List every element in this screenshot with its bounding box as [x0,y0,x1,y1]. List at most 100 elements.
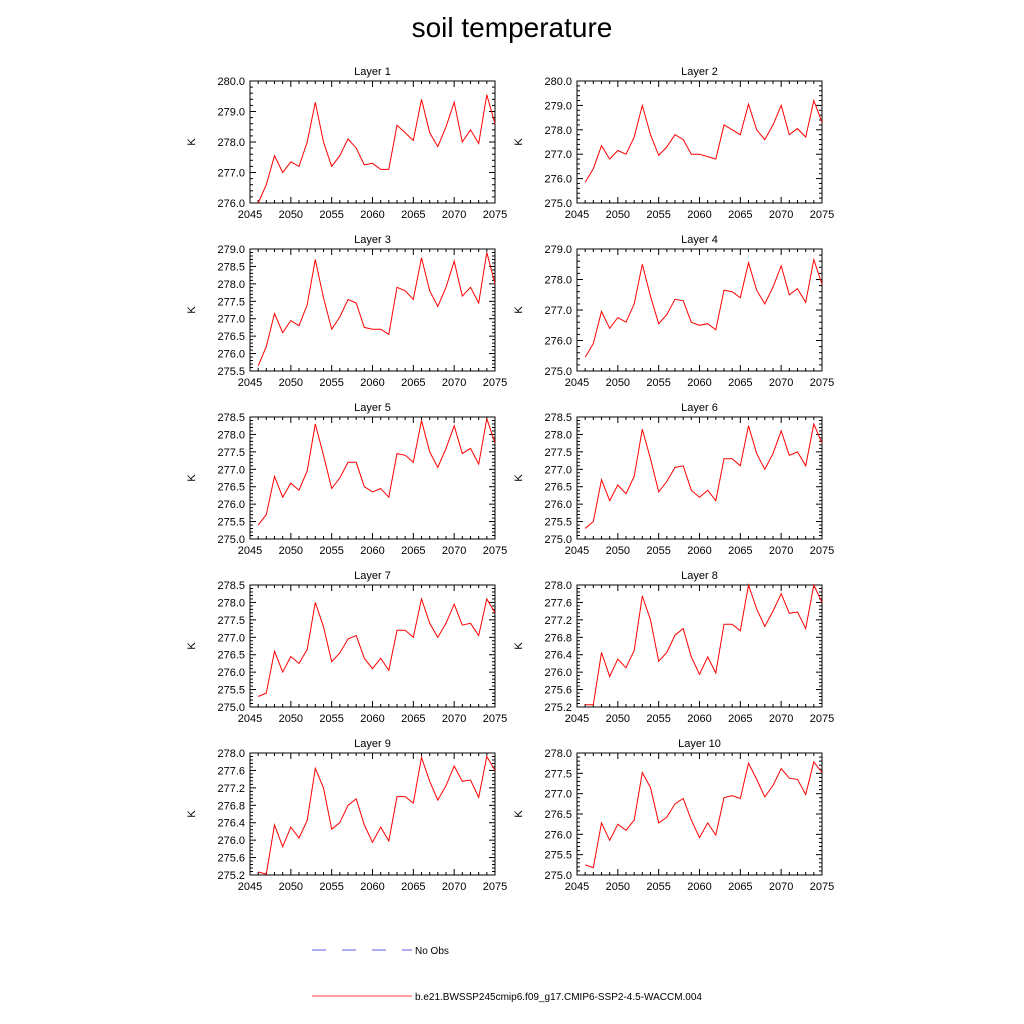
x-tick-label: 2050 [279,209,303,221]
panel-title: Layer 4 [681,234,718,246]
x-tick-label: 2070 [769,881,793,893]
x-tick-label: 2075 [483,209,507,221]
y-tick-label: 278.0 [544,125,572,137]
plot-frame [576,416,823,540]
x-tick-label: 2050 [606,713,630,725]
x-tick-label: 2065 [401,713,425,725]
y-tick-label: 277.0 [217,464,245,476]
y-tick-label: 278.0 [217,429,245,441]
x-tick-label: 2065 [728,545,752,557]
x-tick-label: 2045 [238,209,262,221]
x-tick-label: 2055 [319,377,343,389]
x-tick-label: 2055 [646,209,670,221]
y-tick-label: 277.0 [544,789,572,801]
x-tick-label: 2070 [442,209,466,221]
x-tick-label: 2065 [728,377,752,389]
x-tick-label: 2070 [442,881,466,893]
y-tick-label: 276.0 [544,499,572,511]
legend-obs-label: No Obs [415,946,449,957]
y-axis-label: K [513,306,525,314]
y-tick-label: 276.5 [544,482,572,494]
panel-layer-4: Layer 4 K 2045 2050 2055 2060 2065 2070 2075 275.… [513,234,834,389]
y-tick-label: 276.4 [544,650,572,662]
y-tick-label: 275.6 [544,685,572,697]
x-tick-label: 2060 [360,713,384,725]
panel-layer-7: Layer 7 K 2045 2050 2055 2060 2065 2070 2075 275.… [186,570,507,725]
y-tick-label: 277.5 [217,447,245,459]
x-tick-label: 2075 [810,545,834,557]
panel-layer-5: Layer 5 K 2045 2050 2055 2060 2065 2070 2075 275.… [186,402,507,557]
series-line [257,418,496,526]
x-tick-label: 2045 [238,545,262,557]
series-line [257,94,496,204]
series-line [584,257,823,358]
y-tick-label: 275.0 [544,870,572,882]
x-tick-label: 2055 [319,545,343,557]
x-tick-label: 2065 [728,209,752,221]
x-tick-label: 2050 [279,713,303,725]
y-tick-label: 277.0 [544,149,572,161]
x-tick-label: 2050 [606,545,630,557]
x-tick-label: 2055 [646,881,670,893]
y-tick-label: 279.0 [217,107,245,119]
y-tick-label: 275.0 [544,198,572,210]
series-line [258,755,496,875]
y-tick-label: 277.0 [544,305,572,317]
x-tick-label: 2060 [687,545,711,557]
x-tick-label: 2050 [606,377,630,389]
x-tick-label: 2065 [401,545,425,557]
x-tick-label: 2060 [360,209,384,221]
y-tick-label: 276.5 [217,331,245,343]
y-tick-label: 278.0 [217,748,245,760]
y-tick-label: 278.0 [544,429,572,441]
y-axis-label: K [186,810,198,818]
y-axis-label: K [186,642,198,650]
series-line [584,422,823,529]
y-tick-label: 276.0 [217,667,245,679]
y-tick-label: 275.0 [217,702,245,714]
plot-frame [249,752,496,876]
plot-frame [249,416,496,540]
y-tick-label: 277.5 [544,447,572,459]
panel-title: Layer 10 [678,738,721,750]
y-tick-label: 278.5 [544,412,572,424]
x-tick-label: 2075 [810,713,834,725]
y-tick-label: 276.0 [544,336,572,348]
x-tick-label: 2050 [606,209,630,221]
y-tick-label: 277.5 [544,768,572,780]
x-tick-label: 2045 [238,713,262,725]
x-tick-label: 2075 [483,881,507,893]
panel-layer-9: Layer 9 K 2045 2050 2055 2060 2065 2070 2075 275.… [186,738,507,893]
x-tick-label: 2065 [728,881,752,893]
panel-title: Layer 7 [354,570,391,582]
y-tick-label: 277.0 [217,632,245,644]
x-tick-label: 2050 [606,881,630,893]
y-tick-label: 275.5 [544,517,572,529]
y-tick-label: 278.5 [217,412,245,424]
x-tick-label: 2060 [687,713,711,725]
panel-layer-3: Layer 3 K 2045 2050 2055 2060 2065 2070 2075 275.… [186,234,507,389]
panel-layer-6: Layer 6 K 2045 2050 2055 2060 2065 2070 2075 275.… [513,402,834,557]
legend-model-label: b.e21.BWSSP245cmip6.f09_g17.CMIP6-SSP2-4… [415,992,702,1003]
y-tick-label: 275.5 [217,517,245,529]
x-tick-label: 2060 [360,377,384,389]
series-line [585,583,823,706]
panel-title: Layer 6 [681,402,718,414]
panel-layer-8: Layer 8 K 2045 2050 2055 2060 2065 2070 2075 275.… [513,570,834,725]
x-tick-label: 2075 [483,377,507,389]
y-tick-label: 275.5 [544,850,572,862]
x-tick-label: 2075 [810,377,834,389]
y-tick-label: 278.0 [217,597,245,609]
y-tick-label: 275.0 [544,366,572,378]
panel-layer-2: Layer 2 K 2045 2050 2055 2060 2065 2070 2075 275.… [513,66,834,221]
x-tick-label: 2070 [442,377,466,389]
panel-title: Layer 9 [354,738,391,750]
page-title: soil temperature [411,12,613,43]
plot-frame [249,80,496,204]
x-tick-label: 2055 [646,545,670,557]
x-tick-label: 2055 [319,881,343,893]
plot-frame [576,752,823,876]
x-tick-label: 2055 [319,209,343,221]
y-axis-label: K [513,474,525,482]
